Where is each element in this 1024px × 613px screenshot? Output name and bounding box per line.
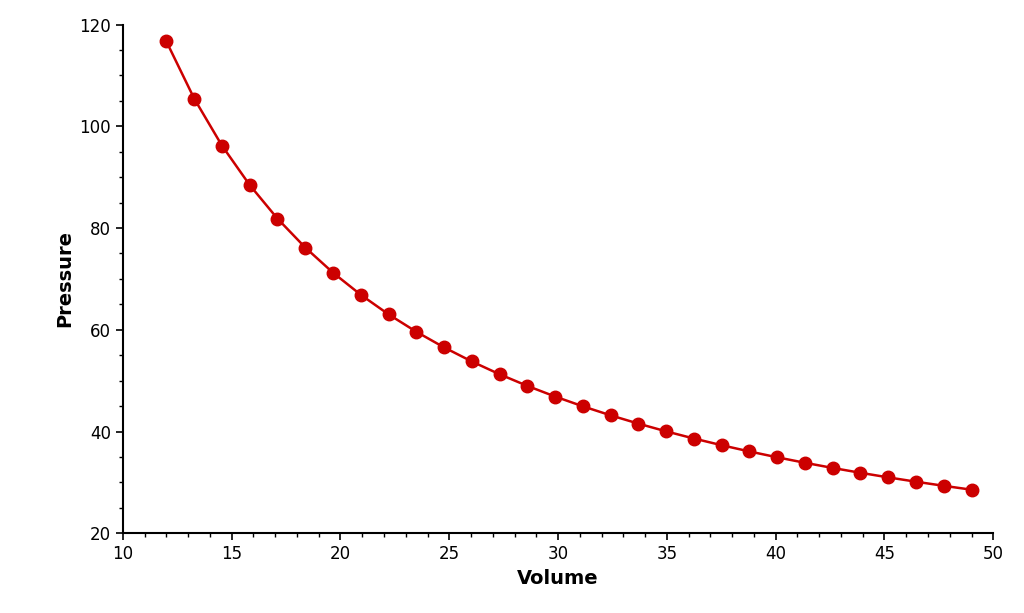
X-axis label: Volume: Volume <box>517 569 599 588</box>
Y-axis label: Pressure: Pressure <box>54 230 74 327</box>
